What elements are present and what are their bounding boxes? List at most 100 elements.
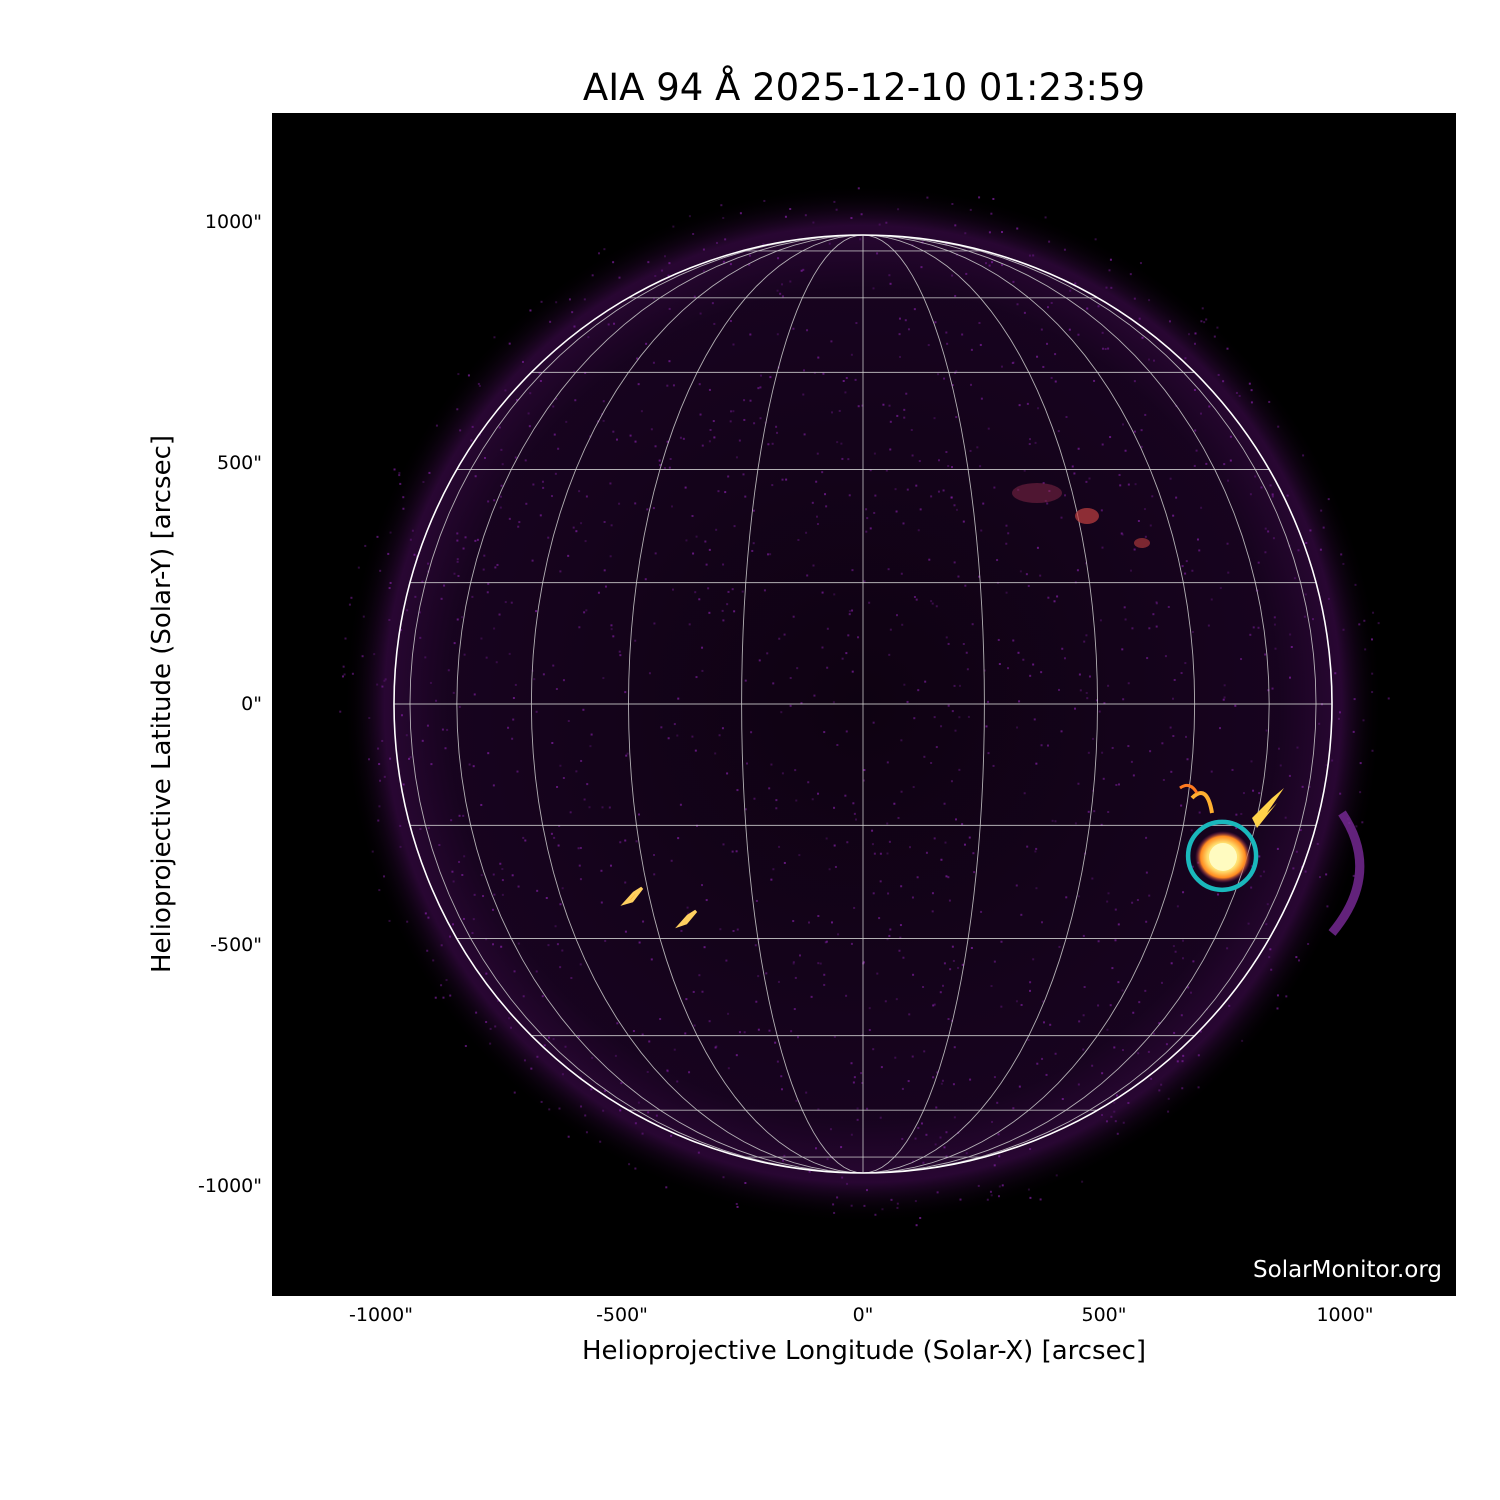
noise-speck [1150, 525, 1152, 527]
noise-speck [756, 900, 758, 902]
noise-speck [706, 899, 708, 901]
noise-speck [915, 1138, 917, 1140]
noise-speck [834, 1036, 836, 1038]
noise-speck [668, 262, 670, 264]
noise-speck [1034, 850, 1036, 852]
noise-speck [722, 217, 724, 219]
noise-speck [1194, 343, 1196, 345]
noise-speck [378, 805, 380, 807]
noise-speck [891, 1199, 893, 1201]
noise-speck [778, 638, 780, 640]
noise-speck [811, 996, 813, 998]
noise-speck [1264, 551, 1266, 553]
noise-speck [1029, 675, 1031, 677]
noise-speck [502, 463, 504, 465]
noise-speck [1035, 442, 1037, 444]
noise-speck [1343, 629, 1345, 631]
noise-speck [976, 446, 978, 448]
noise-speck [1172, 735, 1174, 737]
noise-speck [830, 340, 832, 342]
noise-speck [1128, 484, 1130, 486]
noise-speck [873, 512, 875, 514]
noise-speck [794, 1008, 796, 1010]
noise-speck [1074, 708, 1076, 710]
noise-speck [515, 457, 517, 459]
noise-speck [1265, 923, 1267, 925]
noise-speck [1113, 1111, 1115, 1113]
noise-speck [1000, 1006, 1002, 1008]
noise-speck [419, 637, 421, 639]
noise-speck [817, 453, 819, 455]
noise-speck [453, 880, 455, 882]
noise-speck [846, 1183, 848, 1185]
noise-speck [805, 532, 807, 534]
noise-speck [742, 473, 744, 475]
noise-speck [901, 573, 903, 575]
noise-speck [410, 539, 412, 541]
noise-speck [1196, 450, 1198, 452]
noise-speck [992, 198, 994, 200]
noise-speck [885, 222, 887, 224]
noise-speck [744, 1182, 746, 1184]
noise-speck [1243, 792, 1245, 794]
noise-speck [799, 954, 801, 956]
noise-speck [698, 974, 700, 976]
active-region [1075, 508, 1099, 524]
noise-speck [1272, 493, 1274, 495]
noise-speck [1214, 336, 1216, 338]
noise-speck [625, 755, 627, 757]
noise-speck [546, 897, 548, 899]
noise-speck [1085, 634, 1087, 636]
noise-speck [872, 1048, 874, 1050]
noise-speck [724, 491, 726, 493]
noise-speck [1110, 287, 1112, 289]
noise-speck [562, 1073, 564, 1075]
noise-speck [958, 769, 960, 771]
noise-speck [672, 589, 674, 591]
noise-speck [934, 321, 936, 323]
noise-speck [647, 1111, 649, 1113]
noise-speck [611, 628, 613, 630]
noise-speck [913, 717, 915, 719]
noise-speck [544, 1044, 546, 1046]
noise-speck [639, 942, 641, 944]
noise-speck [945, 842, 947, 844]
noise-speck [919, 460, 921, 462]
noise-speck [795, 1100, 797, 1102]
noise-speck [792, 328, 794, 330]
noise-speck [1241, 1040, 1243, 1042]
noise-speck [1028, 1189, 1030, 1191]
noise-speck [790, 705, 792, 707]
noise-speck [813, 695, 815, 697]
noise-speck [372, 851, 374, 853]
noise-speck [687, 907, 689, 909]
noise-speck [693, 991, 695, 993]
noise-speck [474, 693, 476, 695]
noise-speck [1037, 547, 1039, 549]
noise-speck [692, 515, 694, 517]
noise-speck [529, 392, 531, 394]
noise-speck [1112, 747, 1114, 749]
noise-speck [605, 586, 607, 588]
noise-speck [694, 1025, 696, 1027]
noise-speck [628, 1163, 630, 1165]
noise-speck [874, 853, 876, 855]
noise-speck [1000, 941, 1002, 943]
noise-speck [1105, 348, 1107, 350]
noise-speck [833, 807, 835, 809]
noise-speck [1035, 763, 1037, 765]
noise-speck [1251, 389, 1253, 391]
noise-speck [890, 421, 892, 423]
noise-speck [579, 865, 581, 867]
noise-speck [480, 804, 482, 806]
noise-speck [880, 880, 882, 882]
noise-speck [744, 496, 746, 498]
noise-speck [704, 541, 706, 543]
noise-speck [479, 385, 481, 387]
noise-speck [835, 866, 837, 868]
noise-speck [775, 426, 777, 428]
noise-speck [563, 777, 565, 779]
noise-speck [1093, 810, 1095, 812]
noise-speck [1205, 463, 1207, 465]
noise-speck [1115, 784, 1117, 786]
